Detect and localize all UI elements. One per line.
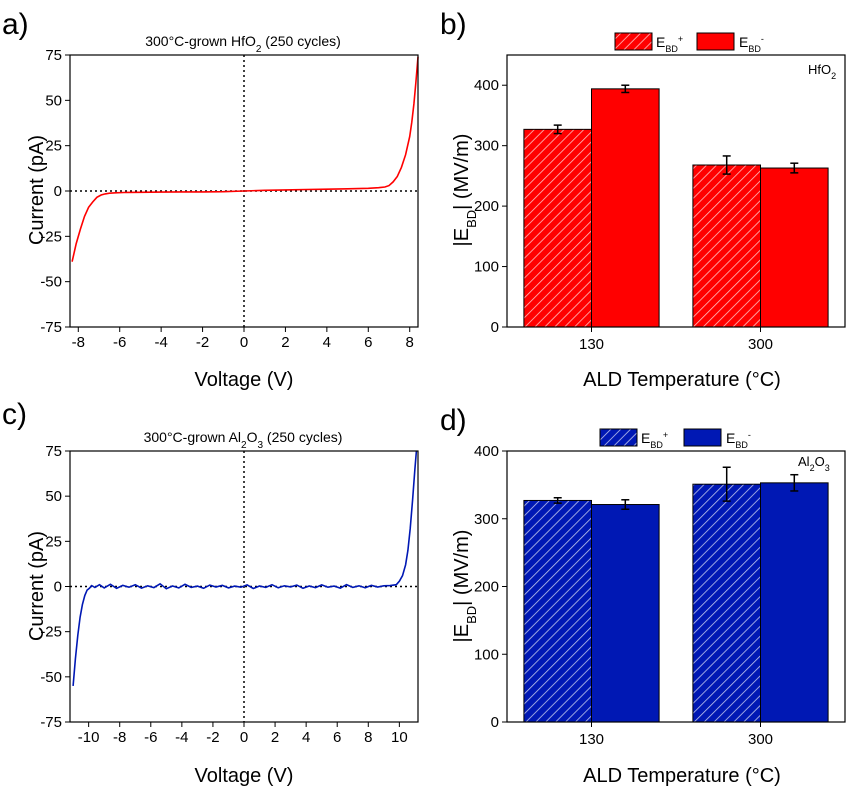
panel-c-ytick-label: -25 (40, 624, 62, 641)
panel-b-bar-minus-300 (761, 168, 829, 327)
panel-d-ytick-label: 100 (474, 646, 499, 663)
panel-b-ytick-label: 300 (474, 138, 499, 155)
panel-a-xtick-label: -2 (196, 334, 209, 351)
panel-a-xtick-label: 6 (364, 334, 372, 351)
panel-a-xtick-label: -4 (154, 334, 167, 351)
panel-d-bar-plus-300 (693, 484, 761, 722)
panel-c-xtick-label: -8 (113, 729, 126, 746)
panel-c-xtick-label: 8 (364, 729, 372, 746)
panel-d-legend-swatch-minus (684, 429, 721, 446)
panel-c-ytick-label: 75 (45, 443, 62, 460)
panel-a-letter: a) (2, 8, 29, 41)
panel-b-ytick-label: 400 (474, 77, 499, 94)
panel-c-xlabel: Voltage (V) (195, 765, 294, 787)
panel-b-xtick-label: 130 (579, 336, 604, 353)
panel-d-bar-minus-300 (761, 483, 829, 722)
panel-c-xtick-label: 6 (333, 729, 341, 746)
panel-c-title: 300°C-grown Al2O3 (250 cycles) (144, 429, 343, 451)
panel-b-ytick-label: 0 (491, 319, 499, 336)
panel-b-ytick-label: 100 (474, 259, 499, 276)
panel-c-ytick-label: -75 (40, 714, 62, 731)
panel-b-bar-plus-130 (524, 129, 592, 327)
panel-a-ytick-label: -25 (40, 228, 62, 245)
panel-a-xtick-label: 8 (406, 334, 414, 351)
panel-c-title-main: 300°C-grown Al (144, 429, 241, 445)
panel-c-xtick-label: 4 (302, 729, 310, 746)
panel-b-plot: 130 300 0 100 200 300 400 (474, 55, 845, 353)
panel-b-xlabel: ALD Temperature (°C) (583, 369, 781, 391)
panel-d-legend: EBD+ EBD- (600, 429, 751, 450)
panel-d-bar-plus-130 (524, 500, 592, 722)
panel-a-xtick-label: 4 (323, 334, 331, 351)
panel-c-ytick-label: 25 (45, 533, 62, 550)
panel-c-xtick-label: -2 (206, 729, 219, 746)
panel-c-xtick-label: -6 (144, 729, 157, 746)
panel-b-bar-plus-300 (693, 165, 761, 327)
panel-c-letter: c) (2, 398, 27, 431)
panel-c-ytick-label: 50 (45, 488, 62, 505)
panel-d-xtick-label: 300 (748, 731, 773, 748)
panel-b-legend-label-plus: EBD+ (656, 34, 683, 54)
panel-d-xlabel: ALD Temperature (°C) (583, 765, 781, 787)
panel-d-xtick-label: 130 (579, 731, 604, 748)
panel-a-ytick-label: 25 (45, 138, 62, 155)
panel-d-plot: 130 300 0 100 200 300 400 (474, 443, 845, 748)
panel-b-legend-swatch-minus (697, 33, 734, 50)
panel-b-legend: EBD+ EBD- (615, 33, 764, 54)
panel-c-xtick-label: -10 (78, 729, 100, 746)
panel-d-ytick-label: 0 (491, 714, 499, 731)
panel-c-xtick-label: -4 (175, 729, 188, 746)
panel-b-material-label: HfO2 (808, 62, 836, 81)
panel-c-ytick-label: 0 (54, 579, 62, 596)
panel-a-xtick-label: -8 (72, 334, 85, 351)
panel-c-xtick-label: 0 (240, 729, 248, 746)
panel-a-ytick-label: 50 (45, 92, 62, 109)
panel-b-legend-label-minus: EBD- (739, 34, 764, 54)
panel-a-iv-curve (72, 57, 418, 262)
panel-c-title-mid: O (247, 429, 258, 445)
panel-d-legend-label-minus: EBD- (726, 430, 751, 450)
panel-b-legend-swatch-plus (615, 33, 652, 50)
panel-c-xtick-label: 10 (391, 729, 408, 746)
panel-a-xtick-label: -6 (113, 334, 126, 351)
panel-c-xtick-label: 2 (271, 729, 279, 746)
panel-d-letter: d) (440, 404, 467, 437)
panel-a-ytick-label: 75 (45, 47, 62, 64)
panel-d-ytick-label: 200 (474, 579, 499, 596)
panel-a-xtick-label: 0 (240, 334, 248, 351)
panel-a-xlabel: Voltage (V) (195, 369, 294, 391)
panel-c-ytick-label: -50 (40, 669, 62, 686)
panel-d-bar-minus-130 (592, 505, 660, 722)
panel-d-material-label: Al2O3 (798, 454, 830, 473)
panel-b-ytick-label: 200 (474, 198, 499, 215)
panel-d-legend-swatch-plus (600, 429, 637, 446)
panel-d-ytick-label: 400 (474, 443, 499, 460)
panel-c-title-tail: (250 cycles) (263, 429, 342, 445)
panel-b-letter: b) (440, 8, 467, 41)
panel-a-plot: -8 -6 -4 -2 0 2 4 6 8 -75 -50 -25 0 25 50 75 (40, 47, 418, 351)
panel-d-ytick-label: 300 (474, 511, 499, 528)
panel-b-xtick-label: 300 (748, 336, 773, 353)
panel-d-legend-label-plus: EBD+ (641, 430, 668, 450)
panel-a-ytick-label: -75 (40, 319, 62, 336)
panel-a-xtick-label: 2 (281, 334, 289, 351)
panel-c-plot: -10 -8 -6 -4 -2 0 2 4 6 8 10 -75 -50 -25 0 25 50 75 (40, 443, 418, 746)
panel-a-title-tail: (250 cycles) (261, 33, 340, 49)
panel-a-ytick-label: -50 (40, 274, 62, 291)
panel-a-title-main: 300°C-grown HfO (145, 33, 256, 49)
panel-b-bar-minus-130 (592, 89, 660, 327)
panel-a-ytick-label: 0 (54, 183, 62, 200)
panel-a-title: 300°C-grown HfO2 (250 cycles) (145, 33, 341, 55)
